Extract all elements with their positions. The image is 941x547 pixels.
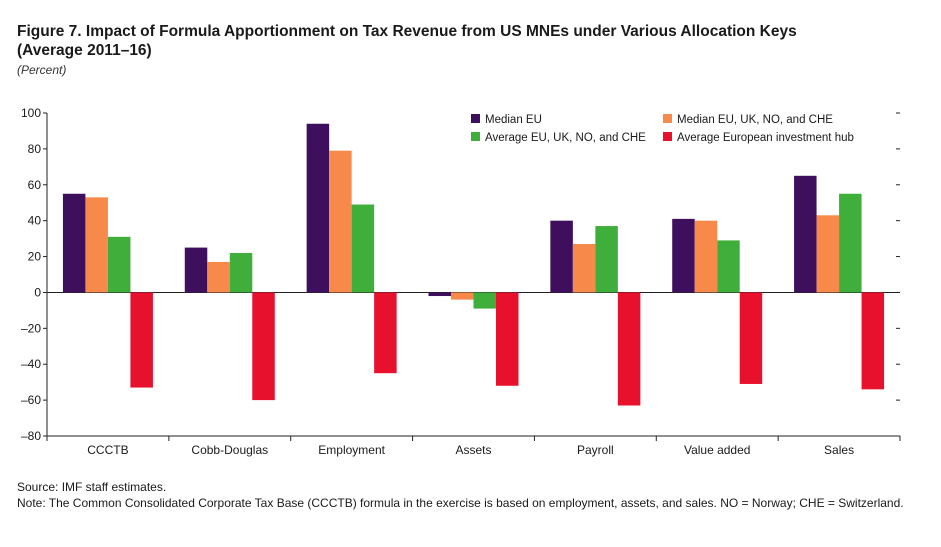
- bar: [595, 226, 618, 293]
- x-tick-label: Cobb-Douglas: [191, 443, 268, 457]
- chart-title-line2: (Average 2011–16): [17, 42, 152, 59]
- bar: [550, 220, 573, 293]
- y-tick-label: –60: [21, 393, 41, 407]
- bar: [107, 236, 131, 293]
- bar: [451, 292, 474, 300]
- y-tick-label: 40: [28, 214, 42, 228]
- x-tick-label: Assets: [455, 443, 491, 457]
- bar: [496, 292, 519, 386]
- y-tick-label: –20: [21, 321, 41, 335]
- bar: [839, 193, 862, 293]
- bar: [130, 292, 153, 388]
- x-tick-label: Payroll: [577, 443, 614, 457]
- y-tick-label: –80: [21, 429, 41, 443]
- bar: [816, 215, 840, 293]
- bar: [252, 292, 275, 401]
- legend-swatch: [471, 132, 480, 141]
- bar: [428, 292, 451, 297]
- bar: [861, 292, 885, 390]
- y-tick-label: 60: [28, 178, 42, 192]
- legend-swatch: [471, 114, 480, 123]
- bar: [374, 292, 397, 374]
- bar: [572, 243, 596, 293]
- bar: [62, 193, 86, 293]
- bar: [739, 292, 763, 384]
- x-tick-label: Sales: [824, 443, 854, 457]
- bar: [717, 240, 740, 293]
- bar: [207, 261, 230, 293]
- x-tick-label: CCCTB: [87, 443, 128, 457]
- bar: [229, 252, 253, 293]
- x-tick-label: Value added: [684, 443, 751, 457]
- chart-unit: (Percent): [17, 63, 67, 77]
- legend-label: Average EU, UK, NO, and CHE: [485, 132, 646, 144]
- bar: [184, 247, 208, 293]
- y-tick-label: 100: [21, 106, 41, 120]
- bar: [329, 150, 352, 293]
- legend-label: Median EU: [485, 114, 542, 126]
- legend-label: Average European investment hub: [677, 132, 854, 144]
- legend-swatch: [663, 114, 672, 123]
- y-tick-label: –40: [21, 357, 41, 371]
- bar: [694, 220, 718, 293]
- bar: [85, 197, 108, 293]
- source-note: Source: IMF staff estimates.: [17, 480, 167, 494]
- chart-title-line1: Figure 7. Impact of Formula Apportionmen…: [17, 23, 797, 40]
- bar: [473, 292, 496, 309]
- legend-label: Median EU, UK, NO, and CHE: [677, 114, 833, 126]
- y-tick-label: 20: [28, 250, 42, 264]
- bar: [617, 292, 641, 406]
- bar: [306, 123, 330, 293]
- bar-chart: 100 80 60 40 20 0 –20 –40 –60 –80 CCCTB Cobb-Dougla…: [21, 106, 901, 457]
- y-tick-label: 80: [28, 142, 42, 156]
- legend-swatch: [663, 132, 672, 141]
- y-tick-label: 0: [34, 285, 41, 299]
- chart-title: Figure 7. Impact of Formula Apportionmen…: [17, 22, 817, 60]
- footnote: Note: The Common Consolidated Corporate …: [17, 496, 904, 510]
- bar: [351, 204, 375, 293]
- bar: [794, 175, 817, 293]
- x-tick-label: Employment: [318, 443, 385, 457]
- bar: [672, 218, 695, 293]
